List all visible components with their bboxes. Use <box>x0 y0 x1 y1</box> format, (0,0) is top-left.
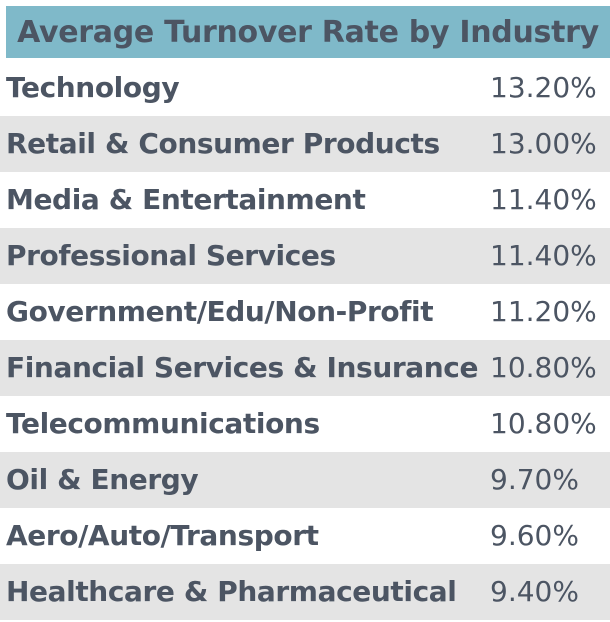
industry-label: Healthcare & Pharmaceutical <box>6 575 457 608</box>
industry-label: Technology <box>6 71 180 104</box>
industry-label: Financial Services & Insurance <box>6 351 479 384</box>
table-row: Professional Services 11.40% <box>0 228 610 284</box>
industry-label: Aero/Auto/Transport <box>6 519 319 552</box>
industry-label: Professional Services <box>6 239 336 272</box>
table-row: Government/Edu/Non-Profit 11.20% <box>0 284 610 340</box>
turnover-rate-value: 9.60% <box>490 519 579 552</box>
industry-label: Oil & Energy <box>6 463 199 496</box>
table-row: Financial Services & Insurance 10.80% <box>0 340 610 396</box>
table-row: Aero/Auto/Transport 9.60% <box>0 508 610 564</box>
turnover-rate-value: 10.80% <box>490 351 597 384</box>
table-title: Average Turnover Rate by Industry <box>17 14 599 50</box>
table-row: Technology 13.20% <box>0 60 610 116</box>
table-row: Media & Entertainment 11.40% <box>0 172 610 228</box>
industry-label: Government/Edu/Non-Profit <box>6 295 434 328</box>
industry-label: Media & Entertainment <box>6 183 366 216</box>
turnover-rate-value: 9.40% <box>490 575 579 608</box>
turnover-rate-value: 13.00% <box>490 127 597 160</box>
industry-label: Retail & Consumer Products <box>6 127 440 160</box>
turnover-rate-value: 9.70% <box>490 463 579 496</box>
turnover-rate-value: 10.80% <box>490 407 597 440</box>
table-row: Healthcare & Pharmaceutical 9.40% <box>0 564 610 620</box>
industry-label: Telecommunications <box>6 407 320 440</box>
table-row: Retail & Consumer Products 13.00% <box>0 116 610 172</box>
turnover-rate-value: 11.20% <box>490 295 597 328</box>
table-row: Telecommunications 10.80% <box>0 396 610 452</box>
turnover-rate-value: 11.40% <box>490 239 597 272</box>
turnover-rate-value: 11.40% <box>490 183 597 216</box>
table-header: Average Turnover Rate by Industry <box>6 6 610 58</box>
table-row: Oil & Energy 9.70% <box>0 452 610 508</box>
turnover-rate-value: 13.20% <box>490 71 597 104</box>
